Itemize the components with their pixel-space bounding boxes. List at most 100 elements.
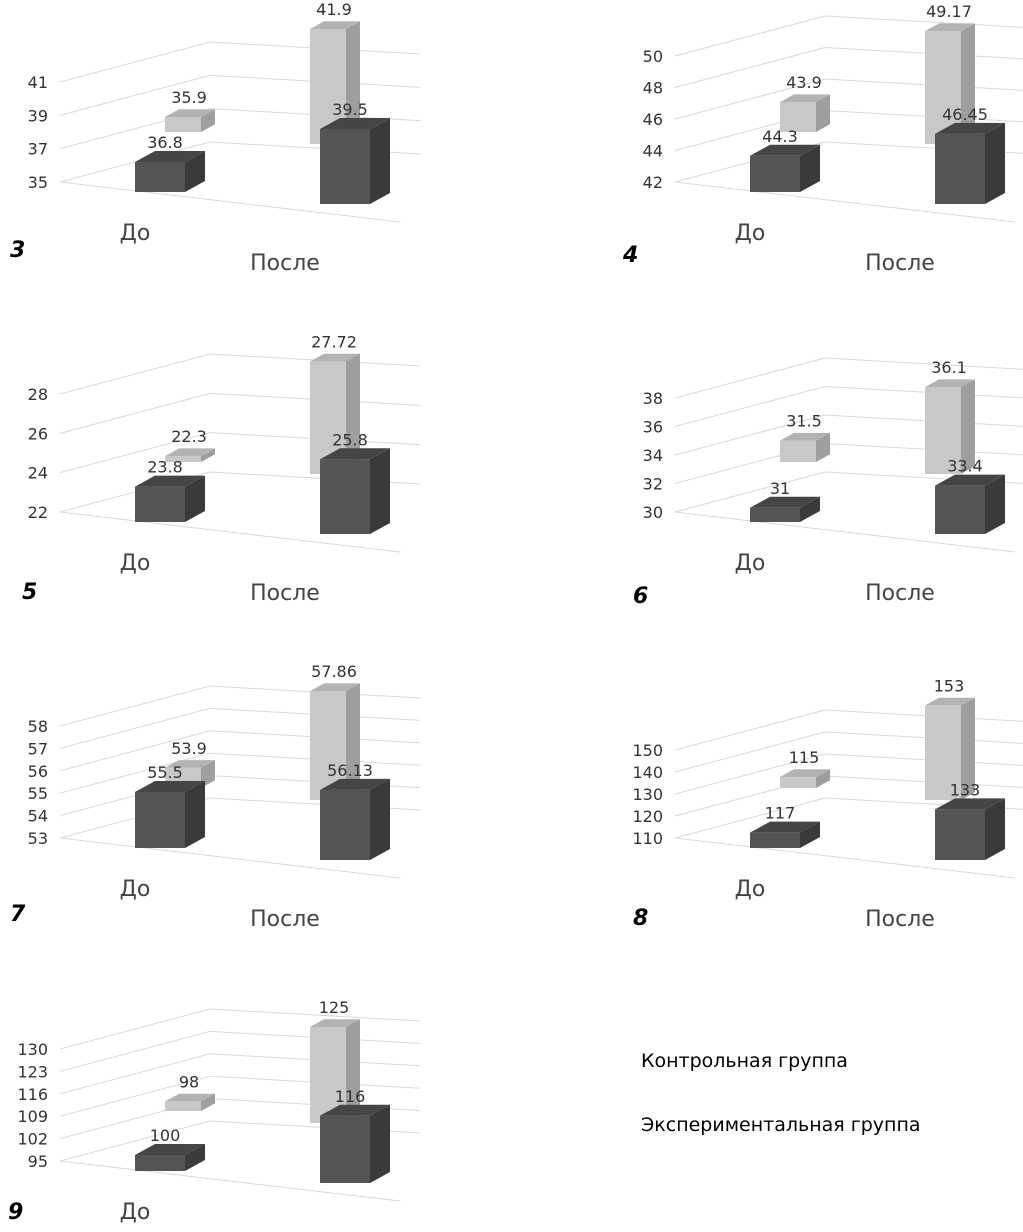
y-tick-label: 110 (632, 829, 663, 848)
value-label-experimental: 43.9 (786, 73, 822, 92)
floor-line (674, 837, 1016, 879)
value-label-experimental: 98 (179, 1072, 199, 1091)
bar-control-after (320, 448, 390, 534)
bar-experimental-before-front (780, 440, 816, 462)
value-label-experimental: 115 (789, 748, 820, 767)
bar-control-after (935, 122, 1005, 204)
bar-experimental-after (925, 697, 975, 800)
gridline-back (824, 414, 1023, 427)
bar-experimental-after-top (925, 23, 975, 32)
bar-experimental-before-front (165, 456, 201, 462)
bar-experimental-before (780, 94, 830, 132)
bar-control-after (935, 474, 1005, 534)
gridline-back (824, 775, 1023, 788)
y-tick-label: 46 (643, 110, 663, 129)
floor-line (59, 181, 401, 223)
gridline-left (674, 386, 826, 427)
gridline-left (674, 47, 826, 88)
value-label-experimental: 57.86 (311, 662, 357, 681)
gridline-left (59, 41, 211, 83)
bar-control-after-side (370, 118, 390, 204)
bar-control-before-side (800, 144, 820, 192)
chart-panel-5: 22 24 26 28 22.3 23.8 27.72 25.8 До После (28, 333, 421, 606)
y-tick-label: 35 (28, 173, 48, 192)
y-tick-label: 123 (17, 1062, 48, 1081)
bar-control-after-top (320, 118, 390, 129)
bar-control-before (135, 781, 205, 848)
bar-experimental-before (780, 432, 830, 462)
gridline-back (824, 78, 1023, 91)
bar-experimental-before-front (165, 117, 201, 132)
bar-experimental-after-side (346, 353, 360, 474)
bar-experimental-before (165, 448, 215, 462)
y-tick-label: 55 (28, 784, 48, 803)
value-label-experimental: 41.9 (316, 0, 352, 19)
bar-experimental-before-front (165, 1101, 201, 1111)
gridline-left (59, 1120, 211, 1162)
x-category-label-before: До (120, 221, 151, 246)
chart-panel-4: 42 44 46 48 50 43.9 44.3 49.17 46.45 До После (643, 2, 1023, 276)
bar-control-after (320, 1104, 390, 1183)
bar-experimental-after (310, 683, 360, 800)
value-label-control: 116 (335, 1087, 366, 1106)
bar-experimental-after-side (961, 697, 975, 800)
y-tick-label: 39 (28, 106, 48, 125)
bar-control-before-top (135, 1144, 205, 1155)
bar-control-after-side (370, 778, 390, 860)
value-label-control: 55.5 (147, 763, 183, 782)
bar-control-before-front (750, 155, 800, 192)
bar-experimental-before-side (201, 1093, 215, 1111)
panel-number-3: 3 (10, 238, 26, 263)
bar-control-before-front (750, 507, 800, 522)
gridline-left (674, 753, 826, 795)
panel-number-4: 4 (623, 243, 639, 268)
bar-experimental-after-front (310, 1027, 346, 1123)
bar-control-before-side (800, 496, 820, 522)
bar-experimental-before-front (780, 102, 816, 132)
bar-experimental-before-side (816, 769, 830, 788)
gridline-left (59, 1030, 211, 1072)
bar-control-before (135, 151, 205, 192)
bar-control-before-top (135, 475, 205, 487)
bar-control-after (935, 798, 1005, 860)
gridline-left (674, 78, 826, 120)
gridline-left (674, 797, 826, 839)
value-label-experimental: 31.5 (786, 412, 822, 431)
y-tick-label: 109 (17, 1107, 48, 1126)
floor-line (59, 511, 401, 553)
y-tick-label: 120 (632, 807, 663, 826)
value-label-control: 23.8 (147, 458, 183, 477)
bar-control-before-side (185, 781, 205, 848)
x-category-label-before: До (120, 877, 151, 902)
gridline-left (59, 1008, 211, 1050)
bar-control-before-top (750, 496, 820, 508)
y-tick-label: 41 (28, 73, 48, 92)
y-tick-label: 48 (643, 79, 663, 98)
bar-experimental-after-top (925, 379, 975, 388)
value-label-experimental: 153 (934, 676, 965, 695)
bar-control-before-top (135, 151, 205, 162)
y-tick-label: 57 (28, 739, 48, 758)
bar-experimental-after-side (346, 21, 360, 144)
bar-experimental-after-front (310, 29, 346, 144)
value-label-control: 39.5 (332, 100, 368, 119)
value-label-control: 33.4 (947, 457, 983, 476)
floor-line (59, 837, 401, 879)
gridline-back (824, 110, 1023, 123)
bar-control-after-side (370, 1104, 390, 1183)
bar-control-after-top (320, 778, 390, 790)
value-label-experimental: 35.9 (171, 88, 207, 107)
chart-panel-6: 30 32 34 36 38 31.5 31 36.1 33.4 До После (643, 357, 1023, 606)
floor-line (59, 1160, 401, 1202)
bar-experimental-after-front (925, 31, 961, 145)
value-label-experimental: 27.72 (311, 333, 357, 352)
x-category-label-after: После (865, 581, 935, 606)
bar-control-after-front (935, 809, 985, 860)
y-tick-label: 53 (28, 829, 48, 848)
bar-experimental-after-side (961, 379, 975, 474)
bar-control-after-side (985, 122, 1005, 204)
bar-experimental-after-front (925, 387, 961, 474)
gridline-left (674, 709, 826, 751)
bar-control-after-front (320, 129, 370, 204)
gridline-left (674, 414, 826, 456)
